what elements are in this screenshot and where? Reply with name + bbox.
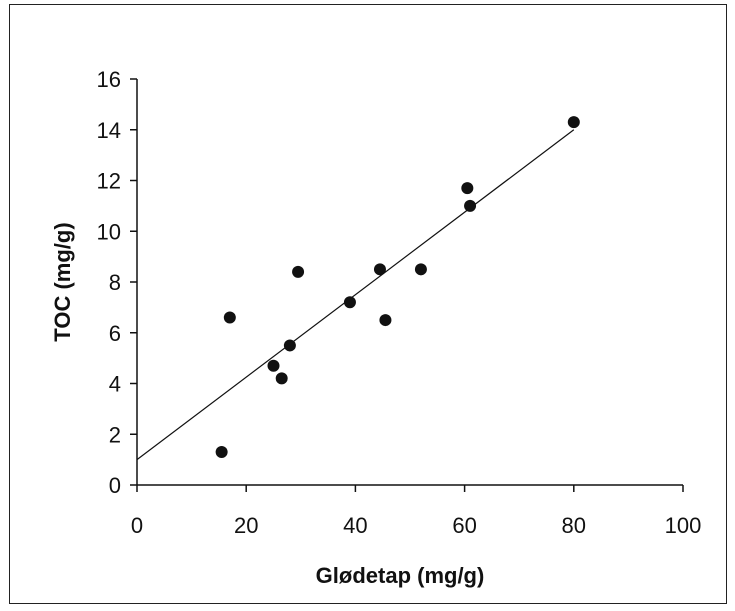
x-tick-label: 20 xyxy=(234,513,258,538)
y-tick-label: 14 xyxy=(97,118,121,143)
y-tick-label: 16 xyxy=(97,67,121,92)
x-tick-label: 80 xyxy=(562,513,586,538)
x-tick-label: 0 xyxy=(131,513,143,538)
data-point xyxy=(464,199,477,212)
data-point xyxy=(267,359,280,372)
y-tick-label: 12 xyxy=(97,169,121,194)
y-axis-title: TOC (mg/g) xyxy=(50,222,75,341)
data-point xyxy=(275,372,288,385)
data-point xyxy=(292,265,305,278)
data-point xyxy=(283,339,296,352)
data-point xyxy=(567,116,580,129)
data-point xyxy=(373,263,386,276)
trendline xyxy=(136,129,575,461)
x-tick-label: 60 xyxy=(452,513,476,538)
x-tick-label: 40 xyxy=(343,513,367,538)
data-point xyxy=(343,296,356,309)
y-tick-label: 8 xyxy=(109,270,121,295)
data-point xyxy=(379,314,392,327)
x-tick-label: 100 xyxy=(665,513,702,538)
data-point xyxy=(461,182,474,195)
points-group xyxy=(215,116,580,459)
data-point xyxy=(414,263,427,276)
axes: 0 2 4 6 8 10 12 14 16 0 20 40 60 80 100 xyxy=(97,67,702,538)
data-point xyxy=(215,446,228,459)
data-point xyxy=(223,311,236,324)
x-axis-title: Glødetap (mg/g) xyxy=(316,563,485,588)
chart-frame xyxy=(9,4,727,604)
y-tick-label: 4 xyxy=(109,372,121,397)
trendline-group xyxy=(136,129,575,461)
y-tick-label: 0 xyxy=(109,473,121,498)
y-tick-label: 6 xyxy=(109,321,121,346)
y-tick-label: 2 xyxy=(109,422,121,447)
y-tick-label: 10 xyxy=(97,219,121,244)
